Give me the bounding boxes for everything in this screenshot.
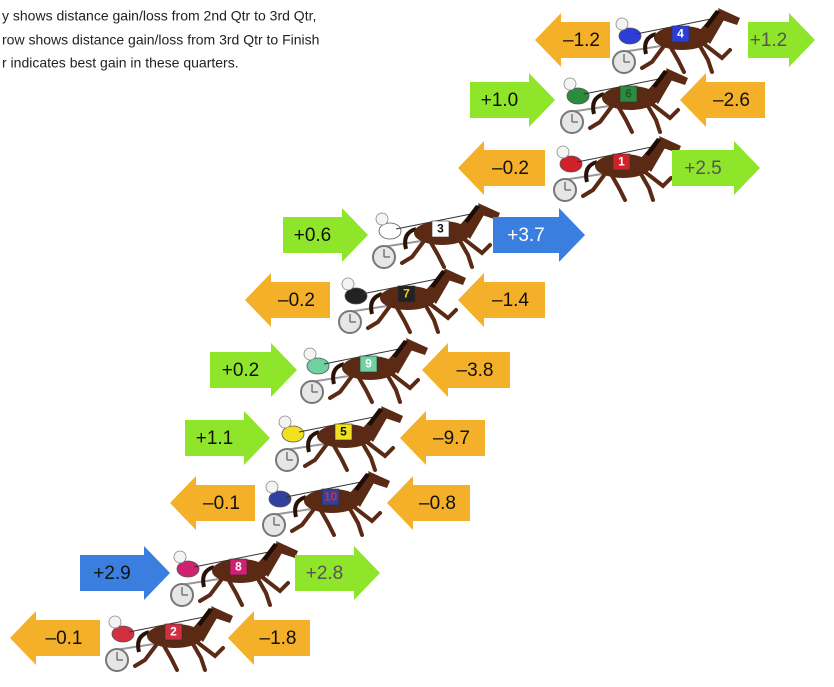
horse-number: 7 [403,287,410,301]
arrow: –0.1 [170,476,255,530]
horse: 6 [561,68,688,133]
driver-body [345,288,367,304]
arrow-label: –0.2 [492,158,529,179]
arrow-label: +1.2 [750,30,788,51]
horse-number: 2 [170,625,177,639]
arrow: –1.2 [535,13,610,67]
legend-line: row shows distance gain/loss from 3rd Qt… [2,32,319,48]
arrow: +1.2 [748,13,815,67]
arrow-label: –1.8 [260,628,297,649]
driver-body [619,28,641,44]
driver-helmet [557,146,569,158]
legend-line: y shows distance gain/loss from 2nd Qtr … [2,8,316,24]
horse-number: 4 [677,27,684,41]
legend-line: r indicates best gain in these quarters. [2,55,239,71]
horse-number: 6 [625,87,632,101]
driver-helmet [616,18,628,30]
driver-body [379,223,401,239]
driver-body [560,156,582,172]
horse-number: 8 [235,560,242,574]
arrow: –0.2 [458,141,545,195]
arrow-label: +3.7 [507,225,545,246]
arrow-label: +1.0 [481,90,519,111]
arrow: –1.4 [458,273,545,327]
horse: 9 [301,338,428,403]
driver-body [567,88,589,104]
arrow-label: +0.2 [222,360,260,381]
arrow: +0.6 [283,208,368,262]
arrow-label: +2.5 [684,158,722,179]
arrow-label: –1.2 [563,30,600,51]
horse: 1 [554,136,681,201]
driver-body [112,626,134,642]
arrow: +2.5 [672,141,760,195]
arrow-label: –1.4 [492,290,529,311]
arrow-label: +2.8 [306,563,344,584]
infographic: y shows distance gain/loss from 2nd Qtr … [0,0,834,687]
horse: 7 [339,268,466,333]
arrow-label: +1.1 [196,428,234,449]
arrow: +1.0 [470,73,555,127]
horse: 3 [373,203,500,268]
driver-helmet [342,278,354,290]
driver-helmet [376,213,388,225]
arrow: –9.7 [400,411,485,465]
driver-helmet [109,616,121,628]
driver-helmet [564,78,576,90]
arrow-label: –3.8 [457,360,494,381]
arrow: +1.1 [185,411,270,465]
horse-number: 3 [437,222,444,236]
arrow: –3.8 [422,343,510,397]
horse: 2 [106,606,233,671]
arrow: –1.8 [228,611,310,665]
arrow-label: +0.6 [294,225,332,246]
horse-number: 9 [365,357,372,371]
horse: 10 [263,471,390,536]
arrow: –0.2 [245,273,330,327]
horse-number: 1 [618,155,625,169]
driver-body [177,561,199,577]
horse-number: 5 [340,425,347,439]
arrow: +2.9 [80,546,170,600]
arrow-label: –0.1 [46,628,83,649]
driver-body [307,358,329,374]
horse: 5 [276,406,403,471]
driver-body [282,426,304,442]
arrow: +2.8 [295,546,380,600]
driver-body [269,491,291,507]
arrow: +3.7 [493,208,585,262]
arrow-label: –2.6 [713,90,750,111]
arrow: +0.2 [210,343,297,397]
horse: 8 [171,541,298,606]
driver-helmet [174,551,186,563]
arrow-label: –0.2 [278,290,315,311]
horse: 4 [613,8,740,73]
arrow-label: –0.1 [203,493,240,514]
arrow-label: –0.8 [419,493,456,514]
horse-number: 10 [324,490,338,504]
driver-helmet [266,481,278,493]
arrow: –0.8 [387,476,470,530]
driver-helmet [304,348,316,360]
arrow: –2.6 [680,73,765,127]
arrow-label: +2.9 [93,563,131,584]
arrow: –0.1 [10,611,100,665]
arrow-label: –9.7 [433,428,470,449]
driver-helmet [279,416,291,428]
